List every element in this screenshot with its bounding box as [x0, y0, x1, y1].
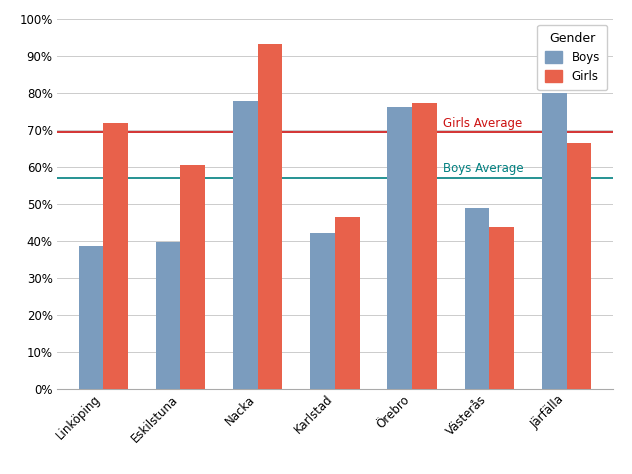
Bar [155, 242, 181, 389]
Bar [542, 93, 567, 389]
Bar [489, 227, 514, 389]
Bar [78, 246, 103, 389]
Text: Boys Average: Boys Average [443, 162, 524, 175]
Text: Girls Average: Girls Average [443, 117, 523, 129]
Bar [233, 101, 258, 389]
Bar [335, 217, 360, 389]
Bar [412, 102, 437, 389]
Legend: Boys, Girls: Boys, Girls [537, 25, 607, 90]
Bar [181, 165, 205, 389]
Bar [387, 107, 412, 389]
Bar [465, 208, 489, 389]
Bar [103, 123, 128, 389]
Bar [258, 44, 283, 389]
Bar [567, 143, 592, 389]
Bar [310, 233, 335, 389]
